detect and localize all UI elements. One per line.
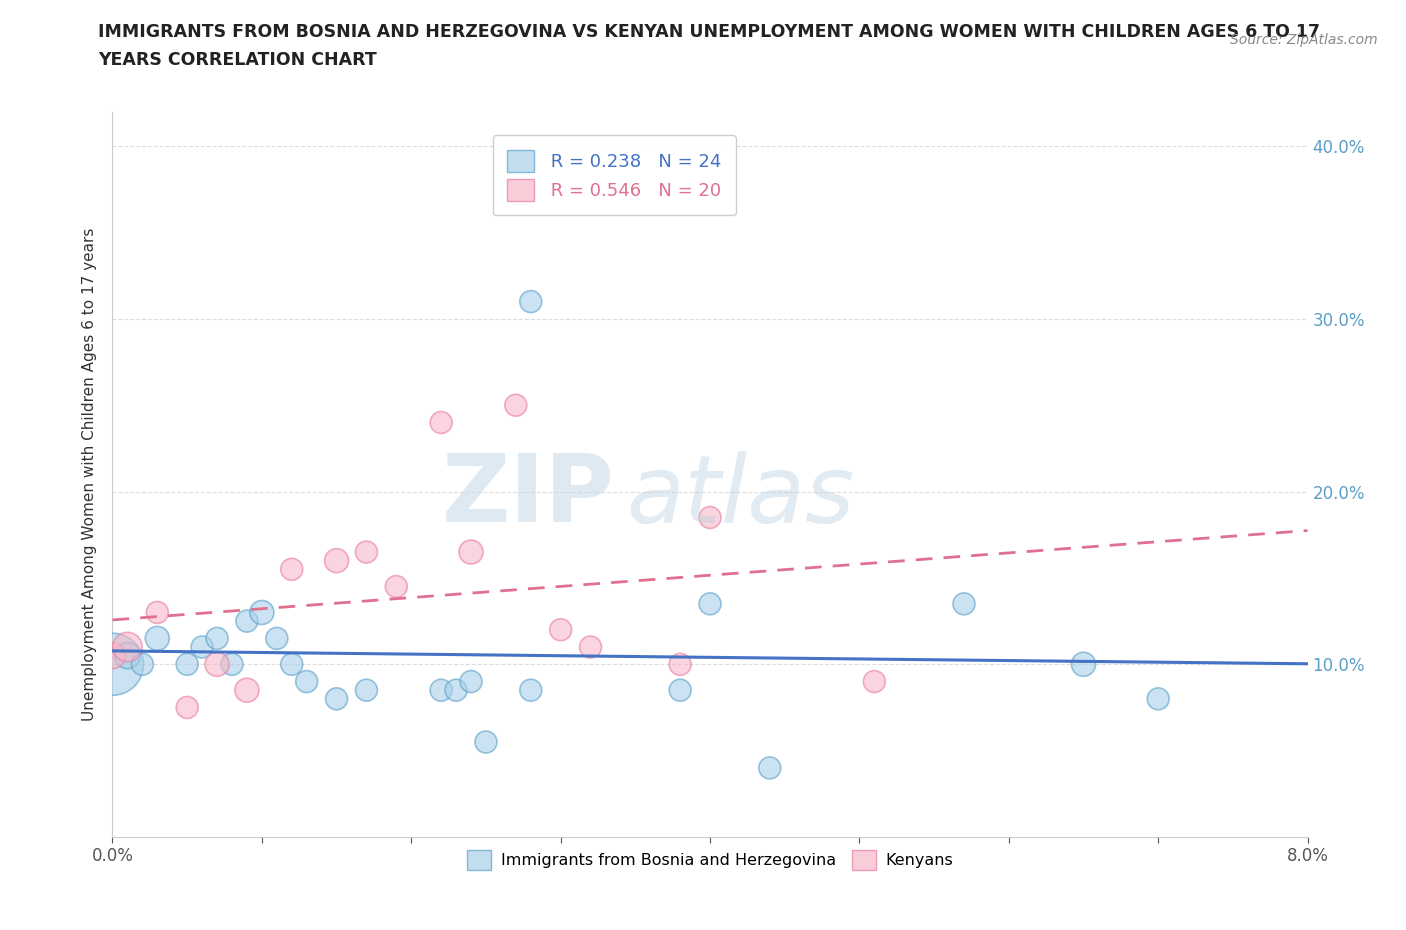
Point [356, 545, 378, 560]
Point [759, 761, 782, 776]
Point [669, 683, 692, 698]
Y-axis label: Unemployment Among Women with Children Ages 6 to 17 years: Unemployment Among Women with Children A… [82, 228, 97, 721]
Point [669, 657, 692, 671]
Point [146, 605, 169, 620]
Point [191, 640, 214, 655]
Point [295, 674, 318, 689]
Text: IMMIGRANTS FROM BOSNIA AND HERZEGOVINA VS KENYAN UNEMPLOYMENT AMONG WOMEN WITH C: IMMIGRANTS FROM BOSNIA AND HERZEGOVINA V… [98, 23, 1320, 41]
Text: atlas: atlas [627, 450, 855, 541]
Point [117, 648, 139, 663]
Point [101, 657, 124, 671]
Point [863, 674, 886, 689]
Point [250, 605, 273, 620]
Point [205, 657, 228, 671]
Point [281, 562, 304, 577]
Point [236, 683, 259, 698]
Point [1147, 691, 1170, 706]
Point [460, 545, 482, 560]
Text: ZIP: ZIP [441, 450, 614, 542]
Point [953, 596, 976, 611]
Point [1073, 657, 1095, 671]
Point [520, 294, 543, 309]
Point [550, 622, 572, 637]
Point [205, 631, 228, 645]
Point [520, 683, 543, 698]
Point [101, 648, 124, 663]
Point [444, 683, 467, 698]
Point [505, 398, 527, 413]
Point [699, 510, 721, 525]
Point [356, 683, 378, 698]
Point [325, 553, 347, 568]
Point [236, 614, 259, 629]
Point [699, 596, 721, 611]
Point [460, 674, 482, 689]
Point [430, 683, 453, 698]
Text: YEARS CORRELATION CHART: YEARS CORRELATION CHART [98, 51, 377, 69]
Point [579, 640, 602, 655]
Point [385, 579, 408, 594]
Point [266, 631, 288, 645]
Point [221, 657, 243, 671]
Point [146, 631, 169, 645]
Point [325, 691, 347, 706]
Legend: Immigrants from Bosnia and Herzegovina, Kenyans: Immigrants from Bosnia and Herzegovina, … [461, 844, 959, 876]
Point [131, 657, 153, 671]
Point [117, 640, 139, 655]
Text: Source: ZipAtlas.com: Source: ZipAtlas.com [1230, 33, 1378, 46]
Point [176, 700, 198, 715]
Point [430, 415, 453, 430]
Point [475, 735, 498, 750]
Point [281, 657, 304, 671]
Point [176, 657, 198, 671]
